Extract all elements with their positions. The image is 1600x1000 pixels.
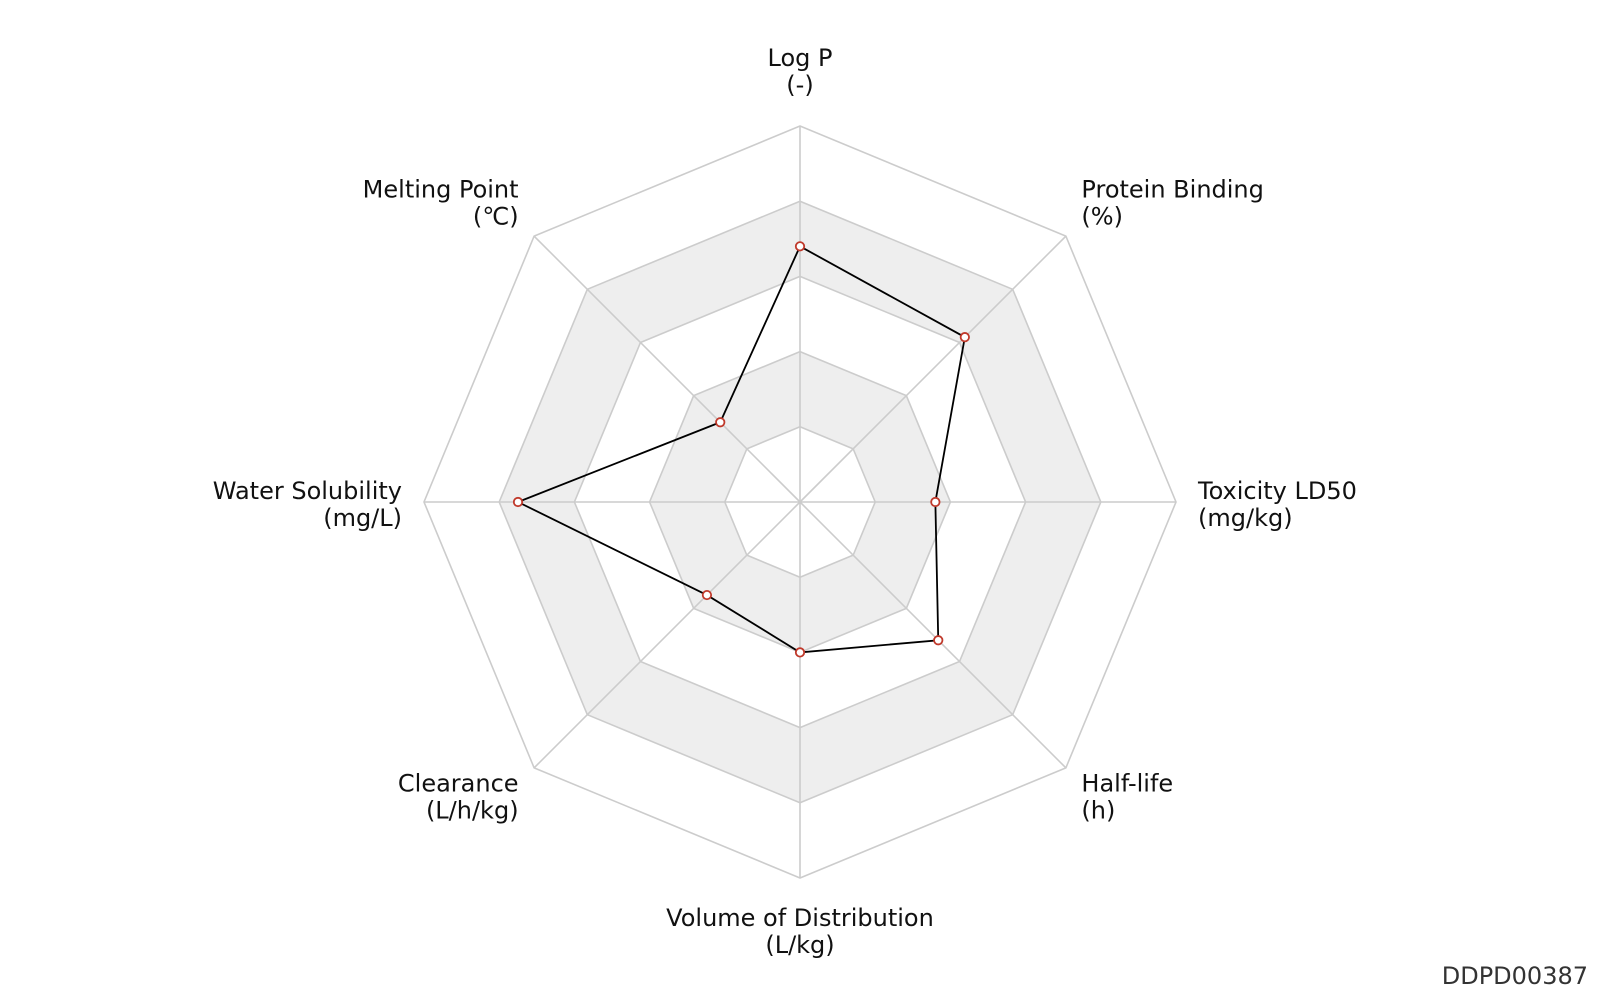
axis-unit: (mg/L): [323, 504, 402, 532]
axis-label: Clearance: [398, 769, 519, 797]
axis-unit: (mg/kg): [1198, 504, 1293, 532]
axis-unit: (L/kg): [765, 931, 834, 959]
axis-unit: (h): [1081, 796, 1115, 824]
axis-unit: (L/h/kg): [426, 796, 519, 824]
axis-label: Toxicity LD50: [1197, 477, 1357, 505]
axis-label: Melting Point: [363, 175, 519, 203]
axis-spoke: [799, 501, 1067, 769]
axis-spoke: [533, 235, 801, 503]
data-point: [701, 589, 713, 601]
axis-label: Half-life: [1081, 769, 1173, 797]
data-point: [794, 647, 806, 658]
axis-spoke: [533, 501, 801, 769]
data-point: [715, 417, 726, 428]
axis-label: Volume of Distribution: [666, 904, 934, 932]
axis-unit: (℃): [473, 202, 519, 230]
data-point: [930, 496, 941, 508]
data-point: [512, 496, 524, 508]
axis-spoke: [799, 235, 1067, 503]
watermark-id: DDPD00387: [1441, 962, 1588, 990]
data-point: [794, 241, 806, 252]
data-point: [959, 332, 970, 343]
axis-unit: (%): [1081, 202, 1123, 230]
axis-label: Protein Binding: [1081, 175, 1263, 203]
axis-spokes: [424, 126, 1176, 878]
axis-unit: (-): [786, 71, 813, 99]
series-layer: [512, 241, 970, 658]
axis-label: Water Solubility: [213, 477, 402, 505]
data-point: [933, 635, 944, 646]
axis-labels: Log P(-)Protein Binding(%)Toxicity LD50(…: [213, 44, 1357, 959]
axis-label: Log P: [768, 44, 833, 72]
